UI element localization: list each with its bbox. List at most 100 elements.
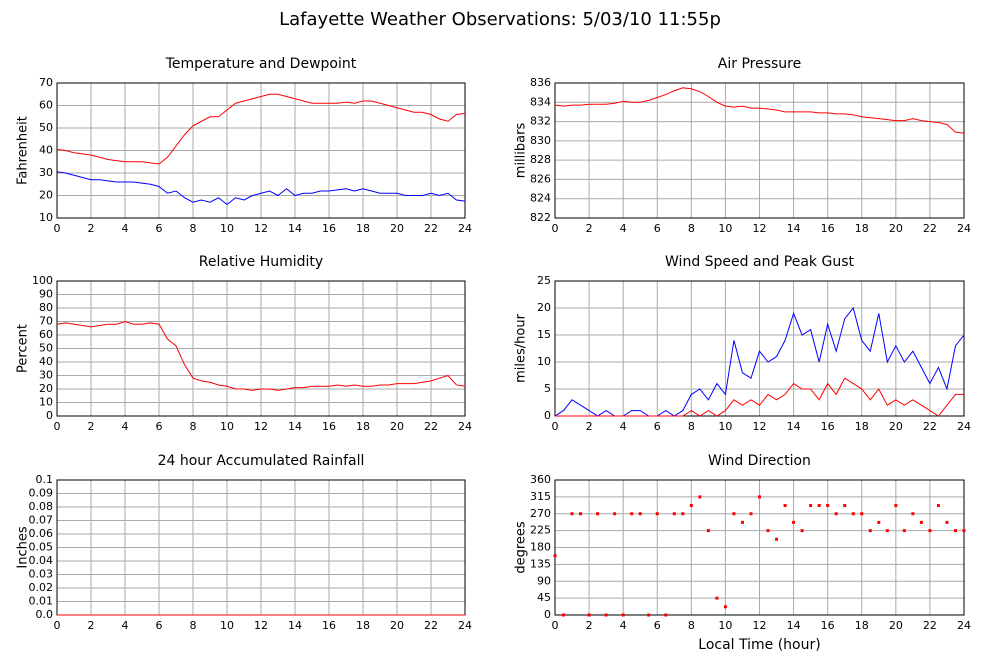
x-tick-label: 16: [322, 619, 336, 632]
data-point: [664, 613, 668, 617]
x-tick-label: 14: [288, 420, 302, 433]
data-point: [809, 504, 813, 507]
y-tick-label: 0.08: [29, 500, 54, 513]
data-line: [56, 320, 466, 391]
data-point: [894, 504, 898, 507]
y-tick-label: 180: [530, 541, 551, 554]
y-tick-label: 0.09: [29, 487, 54, 500]
x-tick-label: 4: [122, 420, 129, 433]
data-point: [826, 504, 830, 507]
x-tick-label: 2: [586, 222, 593, 235]
y-tick-label: 0.0: [36, 608, 54, 621]
page-title: Lafayette Weather Observations: 5/03/10 …: [279, 9, 721, 30]
data-point: [868, 529, 872, 533]
x-tick-label: 0: [54, 222, 61, 235]
data-point: [621, 613, 625, 617]
y-tick-label: 824: [530, 192, 551, 205]
data-point: [638, 512, 642, 516]
data-point: [596, 512, 600, 516]
x-tick-label: 18: [356, 222, 370, 235]
data-point: [953, 529, 957, 533]
plot-frame: [56, 280, 466, 417]
x-tick-label: 0: [552, 619, 559, 632]
data-point: [877, 520, 881, 524]
x-tick-label: 10: [220, 222, 234, 235]
x-tick-label: 20: [889, 420, 903, 433]
y-tick-label: 20: [39, 382, 53, 395]
data-point: [732, 512, 736, 516]
x-tick-label: 18: [356, 420, 370, 433]
x-tick-label: 12: [753, 619, 767, 632]
y-tick-label: 822: [530, 211, 551, 224]
x-tick-label: 16: [821, 222, 835, 235]
x-tick-label: 8: [190, 420, 197, 433]
data-point: [766, 529, 770, 533]
y-tick-label: 60: [39, 328, 53, 341]
y-tick-label: 20: [537, 301, 551, 314]
data-point: [570, 512, 574, 516]
chart-title: 24 hour Accumulated Rainfall: [158, 453, 365, 469]
x-tick-label: 4: [620, 222, 627, 235]
x-tick-label: 22: [923, 420, 937, 433]
y-tick-label: 836: [530, 76, 551, 89]
x-tick-label: 2: [586, 420, 593, 433]
y-tick-label: 0.02: [29, 581, 54, 594]
x-tick-label: 24: [458, 222, 472, 235]
data-point: [698, 495, 702, 499]
x-tick-label: 4: [620, 619, 627, 632]
x-tick-label: 0: [54, 420, 61, 433]
y-tick-label: 90: [537, 574, 551, 587]
data-point: [851, 512, 855, 516]
x-tick-label: 2: [88, 420, 95, 433]
x-tick-label: 24: [458, 420, 472, 433]
x-tick-label: 0: [54, 619, 61, 632]
y-tick-label: 830: [530, 134, 551, 147]
data-point: [962, 529, 966, 533]
x-tick-label: 6: [654, 420, 661, 433]
x-tick-label: 18: [855, 222, 869, 235]
data-point: [647, 613, 651, 617]
x-tick-label: 22: [923, 619, 937, 632]
y-tick-label: 834: [530, 95, 551, 108]
y-tick-label: 828: [530, 153, 551, 166]
y-tick-label: 15: [537, 328, 551, 341]
x-tick-label: 22: [424, 420, 438, 433]
chart-title: Wind Direction: [708, 453, 811, 469]
data-point: [630, 512, 634, 516]
x-tick-label: 16: [821, 619, 835, 632]
y-tick-label: 0: [544, 608, 551, 621]
x-tick-label: 24: [458, 619, 472, 632]
y-axis-label: Inches: [16, 526, 31, 568]
x-tick-label: 24: [957, 222, 971, 235]
data-point: [902, 529, 906, 533]
y-tick-label: 60: [39, 99, 53, 112]
data-point: [885, 529, 889, 533]
x-tick-label: 6: [156, 420, 163, 433]
y-tick-label: 90: [39, 288, 53, 301]
x-tick-label: 24: [957, 619, 971, 632]
y-tick-label: 10: [39, 396, 53, 409]
data-point: [843, 504, 847, 507]
y-tick-label: 5: [544, 382, 551, 395]
x-tick-label: 14: [787, 420, 801, 433]
y-tick-label: 40: [39, 144, 53, 157]
y-axis-label: Percent: [16, 324, 31, 373]
y-tick-label: 10: [39, 211, 53, 224]
x-tick-label: 22: [923, 222, 937, 235]
y-tick-label: 70: [39, 315, 53, 328]
y-tick-label: 70: [39, 76, 53, 89]
x-tick-label: 22: [424, 619, 438, 632]
y-tick-label: 225: [530, 524, 551, 537]
x-tick-label: 16: [821, 420, 835, 433]
x-tick-label: 18: [356, 619, 370, 632]
x-tick-label: 4: [122, 222, 129, 235]
x-tick-label: 12: [753, 222, 767, 235]
y-axis-label: millibars: [514, 123, 529, 179]
x-tick-label: 14: [787, 222, 801, 235]
data-point: [613, 512, 617, 516]
x-tick-label: 12: [753, 420, 767, 433]
data-point: [758, 495, 761, 499]
y-tick-label: 50: [39, 342, 53, 355]
data-point: [860, 512, 864, 516]
x-tick-label: 8: [190, 222, 197, 235]
